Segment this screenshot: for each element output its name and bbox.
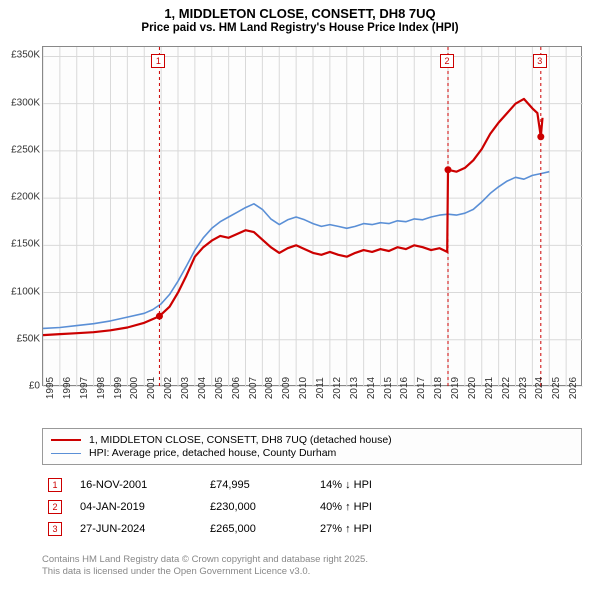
footer-line2: This data is licensed under the Open Gov…: [42, 566, 368, 578]
x-tick-label: 2002: [163, 377, 174, 399]
transaction-marker-2: 2: [48, 500, 62, 514]
x-tick-label: 2003: [180, 377, 191, 399]
y-tick-label: £150K: [11, 239, 40, 250]
legend-swatch-property: [51, 439, 81, 441]
x-tick-label: 2004: [197, 377, 208, 399]
transaction-date: 04-JAN-2019: [80, 501, 210, 513]
x-tick-label: 2020: [467, 377, 478, 399]
x-tick-label: 2026: [568, 377, 579, 399]
x-tick-label: 2025: [551, 377, 562, 399]
chart-plot-area: [42, 46, 582, 386]
x-tick-label: 2014: [366, 377, 377, 399]
transaction-marker-1: 1: [48, 478, 62, 492]
x-tick-label: 2017: [416, 377, 427, 399]
x-tick-label: 2007: [248, 377, 259, 399]
x-tick-label: 2019: [450, 377, 461, 399]
y-tick-label: £100K: [11, 286, 40, 297]
x-tick-label: 2000: [129, 377, 140, 399]
x-tick-label: 2005: [214, 377, 225, 399]
x-tick-label: 2009: [281, 377, 292, 399]
x-tick-label: 1997: [79, 377, 90, 399]
x-tick-label: 2018: [433, 377, 444, 399]
x-tick-label: 1998: [96, 377, 107, 399]
chart-svg: [43, 47, 583, 387]
y-tick-label: £300K: [11, 97, 40, 108]
x-tick-label: 2023: [518, 377, 529, 399]
chart-title-block: 1, MIDDLETON CLOSE, CONSETT, DH8 7UQ Pri…: [0, 0, 600, 36]
legend-row-hpi: HPI: Average price, detached house, Coun…: [51, 447, 573, 459]
x-tick-label: 2015: [383, 377, 394, 399]
x-tick-label: 2010: [298, 377, 309, 399]
footer-line1: Contains HM Land Registry data © Crown c…: [42, 554, 368, 566]
transaction-delta: 14% ↓ HPI: [320, 479, 450, 491]
transaction-delta: 40% ↑ HPI: [320, 501, 450, 513]
transaction-date: 27-JUN-2024: [80, 523, 210, 535]
y-tick-label: £50K: [17, 333, 40, 344]
transaction-price: £230,000: [210, 501, 320, 513]
x-tick-label: 2022: [501, 377, 512, 399]
y-tick-label: £250K: [11, 144, 40, 155]
title-line2: Price paid vs. HM Land Registry's House …: [10, 22, 590, 34]
x-tick-label: 1995: [45, 377, 56, 399]
attribution-footer: Contains HM Land Registry data © Crown c…: [42, 554, 368, 578]
legend-row-property: 1, MIDDLETON CLOSE, CONSETT, DH8 7UQ (de…: [51, 434, 573, 446]
x-tick-label: 2001: [146, 377, 157, 399]
transactions-table: 1 16-NOV-2001 £74,995 14% ↓ HPI 2 04-JAN…: [42, 474, 582, 540]
legend-label-property: 1, MIDDLETON CLOSE, CONSETT, DH8 7UQ (de…: [89, 434, 392, 446]
y-tick-label: £200K: [11, 192, 40, 203]
x-tick-label: 2013: [349, 377, 360, 399]
transaction-date: 16-NOV-2001: [80, 479, 210, 491]
x-tick-label: 2006: [231, 377, 242, 399]
legend-label-hpi: HPI: Average price, detached house, Coun…: [89, 447, 336, 459]
table-row: 3 27-JUN-2024 £265,000 27% ↑ HPI: [42, 518, 582, 540]
table-row: 1 16-NOV-2001 £74,995 14% ↓ HPI: [42, 474, 582, 496]
x-tick-label: 1996: [62, 377, 73, 399]
legend-swatch-hpi: [51, 453, 81, 454]
x-tick-label: 2021: [484, 377, 495, 399]
transaction-price: £74,995: [210, 479, 320, 491]
x-tick-label: 2011: [315, 377, 326, 399]
title-line1: 1, MIDDLETON CLOSE, CONSETT, DH8 7UQ: [10, 6, 590, 21]
table-row: 2 04-JAN-2019 £230,000 40% ↑ HPI: [42, 496, 582, 518]
transaction-delta: 27% ↑ HPI: [320, 523, 450, 535]
x-tick-label: 2012: [332, 377, 343, 399]
chart-legend: 1, MIDDLETON CLOSE, CONSETT, DH8 7UQ (de…: [42, 428, 582, 465]
transaction-marker-3: 3: [48, 522, 62, 536]
y-tick-label: £350K: [11, 50, 40, 61]
y-tick-label: £0: [29, 381, 40, 392]
x-tick-label: 2024: [534, 377, 545, 399]
x-tick-label: 2008: [264, 377, 275, 399]
transaction-price: £265,000: [210, 523, 320, 535]
x-tick-label: 2016: [399, 377, 410, 399]
x-tick-label: 1999: [113, 377, 124, 399]
